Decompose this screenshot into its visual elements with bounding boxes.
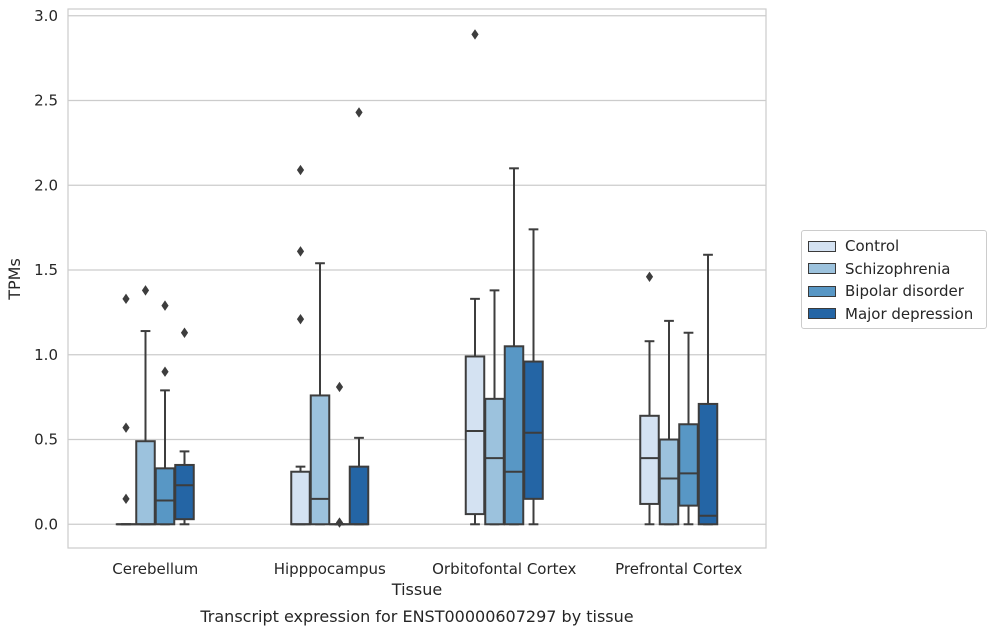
box-schizophrenia: [658, 319, 680, 526]
y-tick-label: 0.5: [34, 431, 58, 449]
outlier-point: [122, 293, 130, 305]
outlier-point: [645, 271, 654, 283]
box-iqr: [503, 345, 525, 526]
legend-swatch: [808, 308, 836, 320]
outlier-point: [335, 381, 344, 393]
box-iqr: [678, 423, 699, 507]
legend-swatch: [808, 240, 836, 252]
box-bipolar-disorder: [678, 331, 699, 526]
outlier-point: [335, 517, 344, 528]
box-iqr: [348, 465, 370, 526]
outlier-point: [141, 285, 150, 296]
legend-label: Control: [845, 237, 900, 256]
outlier-point: [122, 493, 130, 505]
box-schizophrenia: [135, 285, 156, 526]
plot-area: [115, 29, 719, 528]
box-iqr: [658, 438, 680, 526]
box-control: [115, 293, 137, 526]
outlier-point: [355, 107, 363, 118]
box-iqr: [309, 394, 331, 526]
outlier-point: [180, 327, 189, 338]
legend-label: Major depression: [845, 304, 974, 323]
box-major-depression: [523, 228, 544, 526]
box-iqr: [135, 440, 156, 526]
outlier-point: [296, 164, 305, 176]
legend-label: Bipolar disorder: [845, 282, 964, 301]
y-tick-label: 2.5: [34, 92, 58, 110]
box-iqr: [154, 467, 176, 526]
box-iqr: [697, 402, 719, 526]
outlier-point: [122, 422, 130, 433]
x-tick-label: Orbitofontal Cortex: [432, 560, 576, 578]
x-tick-labels: Cerebellum Hipppocampus Orbitofontal Corte…: [112, 560, 742, 578]
box-iqr: [523, 360, 544, 500]
box-bipolar-disorder: [154, 300, 176, 526]
box-iqr: [174, 463, 195, 521]
legend-item: Control: [808, 235, 980, 258]
box-iqr: [464, 355, 486, 516]
box-control: [290, 164, 311, 526]
x-tick-label: Hipppocampus: [274, 560, 386, 578]
x-tick-label: Cerebellum: [112, 560, 198, 578]
legend-swatch: [808, 285, 836, 297]
legend-label: Schizophrenia: [845, 259, 951, 278]
outlier-point: [471, 29, 479, 40]
plot-frame: [67, 8, 767, 549]
box-schizophrenia: [484, 289, 505, 526]
box-bipolar-disorder: [503, 167, 525, 526]
outlier-point: [161, 300, 169, 311]
box-major-depression: [697, 253, 719, 526]
y-axis-label: TPMs: [5, 258, 24, 301]
legend-item: Schizophrenia: [808, 258, 980, 281]
legend-swatch: [808, 263, 836, 275]
x-axis-label: Tissue: [391, 580, 442, 599]
legend-item: Major depression: [808, 303, 980, 326]
box-control: [639, 271, 660, 526]
legend: Control Schizophrenia Bipolar disorder Majo…: [801, 230, 987, 329]
chart-caption: Transcript expression for ENST0000060729…: [199, 607, 633, 626]
y-tick-label: 1.0: [34, 346, 58, 364]
box-iqr: [639, 414, 660, 505]
y-tick-labels: 0.0 0.5 1.0 1.5 2.0 2.5 3.0: [34, 7, 58, 533]
box-iqr: [484, 397, 505, 526]
box-major-depression: [348, 107, 370, 526]
x-tick-label: Prefrontal Cortex: [615, 560, 742, 578]
y-tick-label: 1.5: [34, 261, 58, 279]
box-bipolar-disorder: [329, 381, 350, 528]
legend-item: Bipolar disorder: [808, 280, 980, 303]
box-schizophrenia: [309, 262, 331, 526]
gridlines: [68, 15, 766, 525]
outlier-point: [296, 313, 305, 325]
y-tick-label: 3.0: [34, 7, 58, 25]
box-iqr: [290, 470, 311, 526]
y-tick-label: 2.0: [34, 176, 58, 194]
box-major-depression: [174, 327, 195, 526]
outlier-point: [161, 366, 169, 377]
box-control: [464, 29, 486, 526]
y-tick-label: 0.0: [34, 515, 58, 533]
outlier-point: [296, 246, 305, 257]
